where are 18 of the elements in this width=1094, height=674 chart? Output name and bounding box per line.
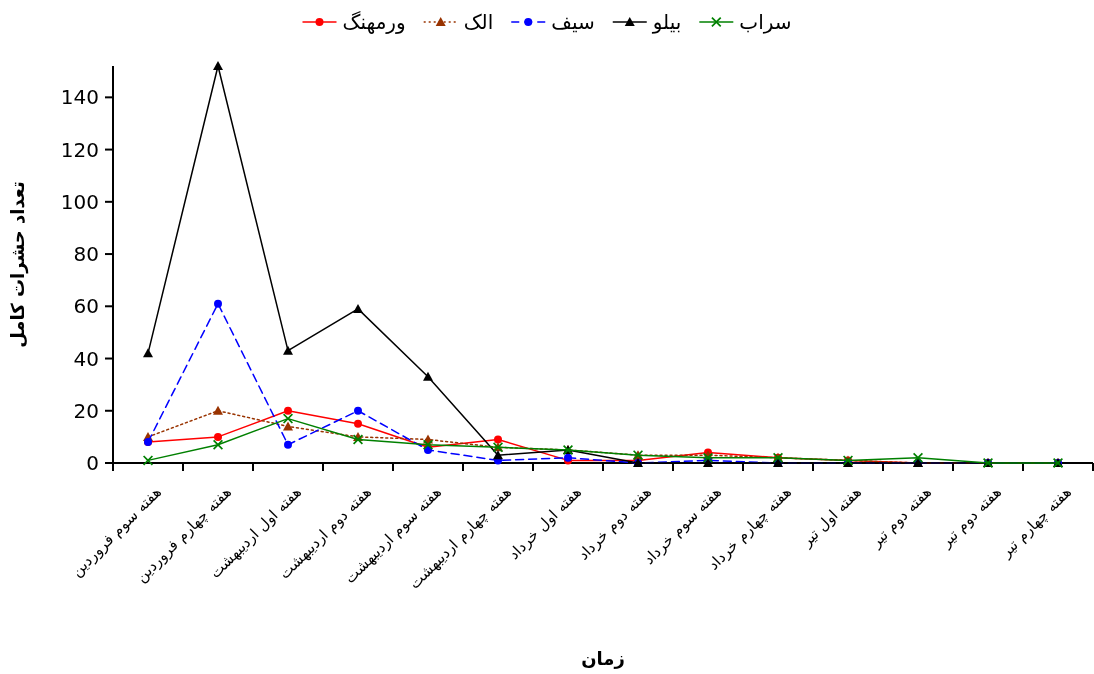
- y-tick-label: 20: [73, 398, 99, 423]
- x-tick-label: هفته دوم تیر: [866, 483, 935, 552]
- legend-label: سیف: [551, 10, 595, 34]
- y-tick-label: 120: [60, 137, 99, 162]
- legend-label: ورمهنگ: [342, 10, 406, 34]
- x-axis-title: زمان: [581, 648, 625, 669]
- y-tick-label: 0: [86, 451, 99, 475]
- legend-label: بیلو: [651, 10, 682, 34]
- y-tick-label: 100: [60, 189, 99, 214]
- y-axis-title: تعداد حشرات کامل: [7, 181, 29, 348]
- legend-label: سراب: [739, 10, 792, 34]
- y-tick-label: 80: [73, 242, 99, 267]
- x-tick-label: هفته دوم تیر: [936, 483, 1005, 552]
- y-tick-label: 60: [73, 294, 99, 319]
- y-tick-label: 40: [73, 346, 99, 371]
- x-tick-label: هفته اول تیر: [797, 483, 865, 551]
- legend-label: الک: [463, 10, 494, 34]
- y-tick-label: 140: [60, 85, 99, 110]
